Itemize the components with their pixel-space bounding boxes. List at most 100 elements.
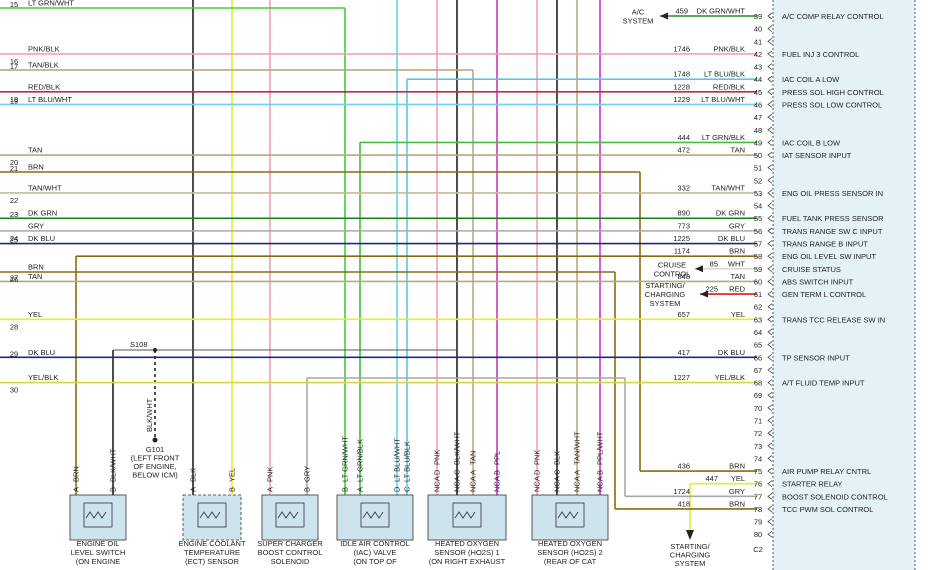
circuit-function: A/C COMP RELAY CONTROL [782,12,884,21]
component-label: (ON RIGHT EXHAUST [429,557,506,566]
row-number: 28 [10,322,18,331]
pin-number: 66 [754,353,762,362]
component-symbol [360,502,390,528]
wire-color: RED/BLK [713,82,745,91]
wire-color: TAN/WHT [28,183,62,192]
pin-number: 39 [754,12,762,21]
circuit-function: PRESS SOL HIGH CONTROL [782,88,884,97]
circuit-function: IAT SENSOR INPUT [782,151,852,160]
wire-color: YEL [731,474,745,483]
component-label: HEATED OXYGEN [538,539,602,548]
row-number: 18 [10,95,18,104]
row-number: 29 [10,349,18,358]
destination-label: CONTROL [654,269,691,278]
wire-color: RED [729,285,745,294]
circuit-function: IAC COIL A LOW [782,75,840,84]
wire-color: BLK/WHT [453,431,462,465]
wire-color: YEL/BLK [715,373,745,382]
pin-terminal [767,189,773,197]
wire-color: BLK/WHT [145,398,154,432]
circuit-function: ENG OIL PRESS SENSOR IN [782,189,883,198]
pin-number: 73 [754,442,762,451]
pin-code: NCA [553,476,562,492]
destination-label: CHARGING [670,551,711,560]
pin-terminal [767,391,773,399]
pin-number: 48 [754,126,762,135]
pin-number: 57 [754,240,762,249]
component-symbol [197,502,227,528]
circuit-function: GEN TERM L CONTROL [782,290,866,299]
component-label: SENSOR (HO2S) 2 [537,548,602,557]
pin-number: 78 [754,505,762,514]
wire-color: GRY [729,487,745,496]
component-symbol [362,511,384,519]
wire-color: DK BLU [28,234,55,243]
pin-number: 64 [754,328,762,337]
component [427,494,507,541]
pin-terminal [767,341,773,348]
row-number: 30 [10,386,18,395]
pin-terminal [767,113,773,121]
component-label: BOOST CONTROL [258,548,323,557]
connector-name: C2 [753,545,763,554]
circuit-number: 332 [677,183,690,192]
circuit-number: 444 [677,133,690,142]
wire-color: DK GRN/WHT [697,7,746,16]
row-number: 15 [10,0,18,9]
wire-color: PPL [493,451,502,465]
wire-color: DK BLU [718,234,745,243]
circuit-number: 1174 [674,247,690,256]
ground-label: (LEFT FRONT [131,454,180,463]
pin-letter: A [469,470,478,475]
arrow [700,290,708,298]
pin-number: 42 [754,50,762,59]
wire-color: DK BLU [28,348,55,357]
destination-label: A/C [632,8,645,17]
pin-terminal [767,505,773,513]
row-number: 22 [10,196,18,205]
pin-terminal [767,467,773,475]
pin-terminal [767,126,773,134]
wire-color: TAN [469,451,478,465]
destination-label: SYSTEM [675,559,706,568]
pin-terminal [767,404,773,412]
ground-dot [152,437,158,443]
component-label: SENSOR (HO2S) 1 [434,548,499,557]
pin-terminal [767,493,773,500]
pin-terminal [767,164,773,171]
pin-number: 61 [754,290,762,299]
pin-number: 69 [754,391,762,400]
pin-terminal [767,227,773,235]
pin-number: 65 [754,341,762,350]
component [531,494,609,541]
circuit-number: 1228 [673,82,690,91]
ground-label: G101 [146,445,164,454]
pin-code: NCA [533,476,542,492]
destination-label: CHARGING [645,290,686,299]
component-label: (ECT) SENSOR [185,557,239,566]
destination-label: STARTING/ [670,542,710,551]
pin-number: 45 [754,88,762,97]
pin-terminal [767,303,773,311]
pin-number: 49 [754,138,762,147]
circuit-number: 1229 [673,95,690,104]
circuit-function: FUEL INJ 3 CONTROL [782,50,859,59]
component [336,494,414,541]
pin-letter: B [109,487,118,492]
wire-color: TAN/WHT [573,431,582,465]
pin-terminal [767,252,773,260]
arrow [660,12,668,20]
pin-terminal [767,37,773,45]
pin-terminal [767,265,773,273]
circuit-function: ENG OIL LEVEL SW INPUT [782,252,876,261]
wire-color: PNK [533,450,542,465]
pin-code: NCA [469,476,478,492]
component-symbol [275,502,305,528]
component-label: (ON TOP OF [353,557,397,566]
pin-number: 50 [754,151,762,160]
wire-color: BRN [28,163,44,172]
wire-color: LT BLU/WHT [393,438,402,482]
pin-number: 59 [754,265,762,274]
pin-number: 62 [754,303,762,312]
